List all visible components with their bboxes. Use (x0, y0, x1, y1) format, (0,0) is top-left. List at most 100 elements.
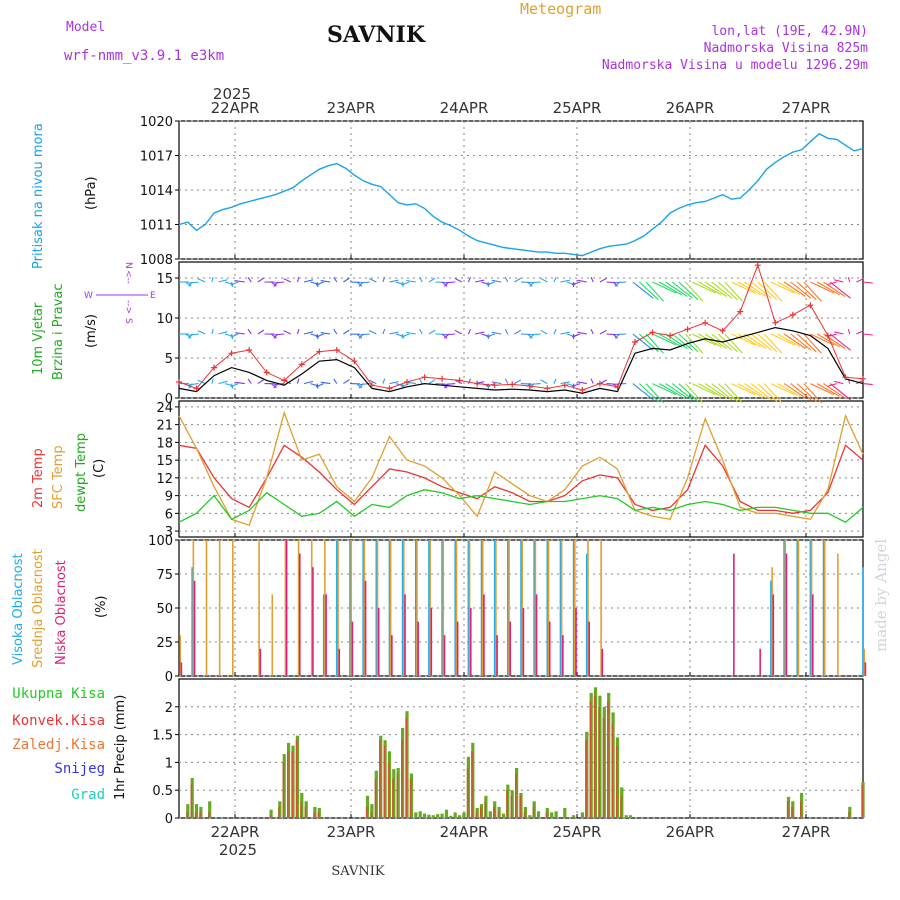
wind-barb (704, 281, 728, 297)
wind-barb (343, 379, 350, 385)
wind-unit: (m/s) (84, 314, 99, 348)
precip-ylabel: 1hr Precip (mm) (113, 695, 128, 800)
panel-wind: 0 5 10 15 (156, 261, 864, 407)
wind-barb (684, 383, 704, 404)
wind-barb (658, 383, 682, 397)
wind-barb (188, 383, 199, 386)
wind-gust-marker (333, 347, 340, 353)
wind-barb (606, 383, 617, 385)
cloud-tick-label: 75 (156, 568, 173, 583)
precip-conv-bar (510, 795, 513, 818)
wind-barb (389, 331, 399, 335)
wind-barb (810, 281, 835, 294)
wind-barb (724, 281, 743, 302)
wind-barb (540, 329, 548, 335)
wind-barb (270, 383, 277, 389)
precip-conv-bar (615, 745, 618, 818)
bottom-date-label: 27APR (782, 823, 831, 841)
wind-barb (790, 333, 812, 351)
precip-conv-bar (387, 762, 390, 818)
compass-north: N (123, 262, 133, 269)
precip-total-bar (620, 787, 624, 818)
wind-barb (577, 381, 587, 385)
wind-barb (577, 331, 587, 335)
wind-gust-marker (526, 383, 533, 389)
compass-east: E (150, 291, 156, 301)
wind-barb (829, 333, 851, 351)
wind-barb (737, 383, 761, 397)
precip-conv-bar (515, 773, 517, 818)
precip-total-bar (444, 809, 449, 818)
wind-barb (691, 383, 716, 396)
precip-total-bar (629, 815, 633, 818)
wind-barb (527, 333, 533, 339)
wind-barb (744, 281, 767, 297)
wind-barb (834, 380, 844, 385)
precip-total-bar (449, 815, 453, 818)
compass-west: W (84, 291, 93, 301)
wind-barb (401, 383, 410, 388)
wind-barb (777, 281, 801, 296)
precip-conv-bar (374, 779, 377, 818)
wind-barb (188, 281, 199, 284)
precip-conv-bar (471, 751, 473, 818)
wind-barb (599, 329, 607, 335)
precip-total-bar (418, 811, 422, 818)
wind-barb (520, 281, 531, 284)
precip-legend-item: Ukupna Kisa (12, 686, 105, 702)
wind-gust-marker (561, 382, 568, 389)
wind-barb (724, 383, 743, 404)
wind-barb (486, 281, 495, 286)
precip-total-bar (848, 806, 852, 818)
wind-gust-marker (509, 381, 516, 388)
wind-barb (315, 333, 324, 338)
wind-barb (504, 378, 509, 384)
wind-gust-marker (737, 308, 744, 315)
precip-conv-bar (861, 784, 863, 818)
pressure-tick-label: 1020 (140, 115, 173, 130)
wind-barb (698, 281, 722, 296)
wind-barb (491, 331, 502, 335)
wind-barb (247, 328, 252, 335)
wind-barb (343, 329, 350, 335)
wind-barb (247, 276, 252, 283)
wind-gust-marker (860, 375, 866, 382)
top-axis-year: 2025 (213, 85, 251, 103)
cloud-label-3: Niska Oblacnost (54, 560, 69, 665)
wind-barb (616, 281, 627, 284)
wind-compass: W E <-- N --> S (84, 262, 156, 324)
wind-barb (827, 281, 837, 286)
wind-barb (474, 331, 485, 335)
wind-barb (658, 333, 682, 348)
wind-barb (862, 333, 873, 336)
precip-conv-bar (291, 751, 293, 818)
wind-barb (671, 281, 693, 299)
wind-barb (632, 333, 654, 351)
precip-total-bar (488, 811, 492, 818)
wind-barb (419, 276, 423, 283)
wind-barb (320, 280, 331, 283)
wind-barb (777, 333, 801, 348)
wind-barb (763, 383, 783, 404)
temp-unit: (C) (92, 459, 107, 478)
pressure-line (178, 132, 864, 257)
wind-barb (382, 276, 386, 283)
wind-barb (645, 333, 664, 354)
bottom-date-label: 26APR (666, 823, 715, 841)
wind-barb (571, 281, 581, 286)
wind-barb (303, 380, 314, 385)
wind-barb (356, 333, 363, 339)
wind-barb (406, 331, 416, 335)
precip-total-bar (194, 804, 199, 818)
precip-conv-bar (475, 812, 478, 818)
panel-temp: 3 6 9 12 15 18 21 24 (156, 400, 864, 540)
precip-conv-bar (791, 806, 793, 818)
wind-barb (514, 329, 522, 335)
wind-gust-marker (579, 387, 586, 393)
wind-barb (711, 281, 733, 299)
wind-barb (553, 378, 557, 384)
precip-total-bar (370, 804, 374, 818)
wind-barb (211, 328, 214, 335)
wind-barb (827, 383, 837, 387)
